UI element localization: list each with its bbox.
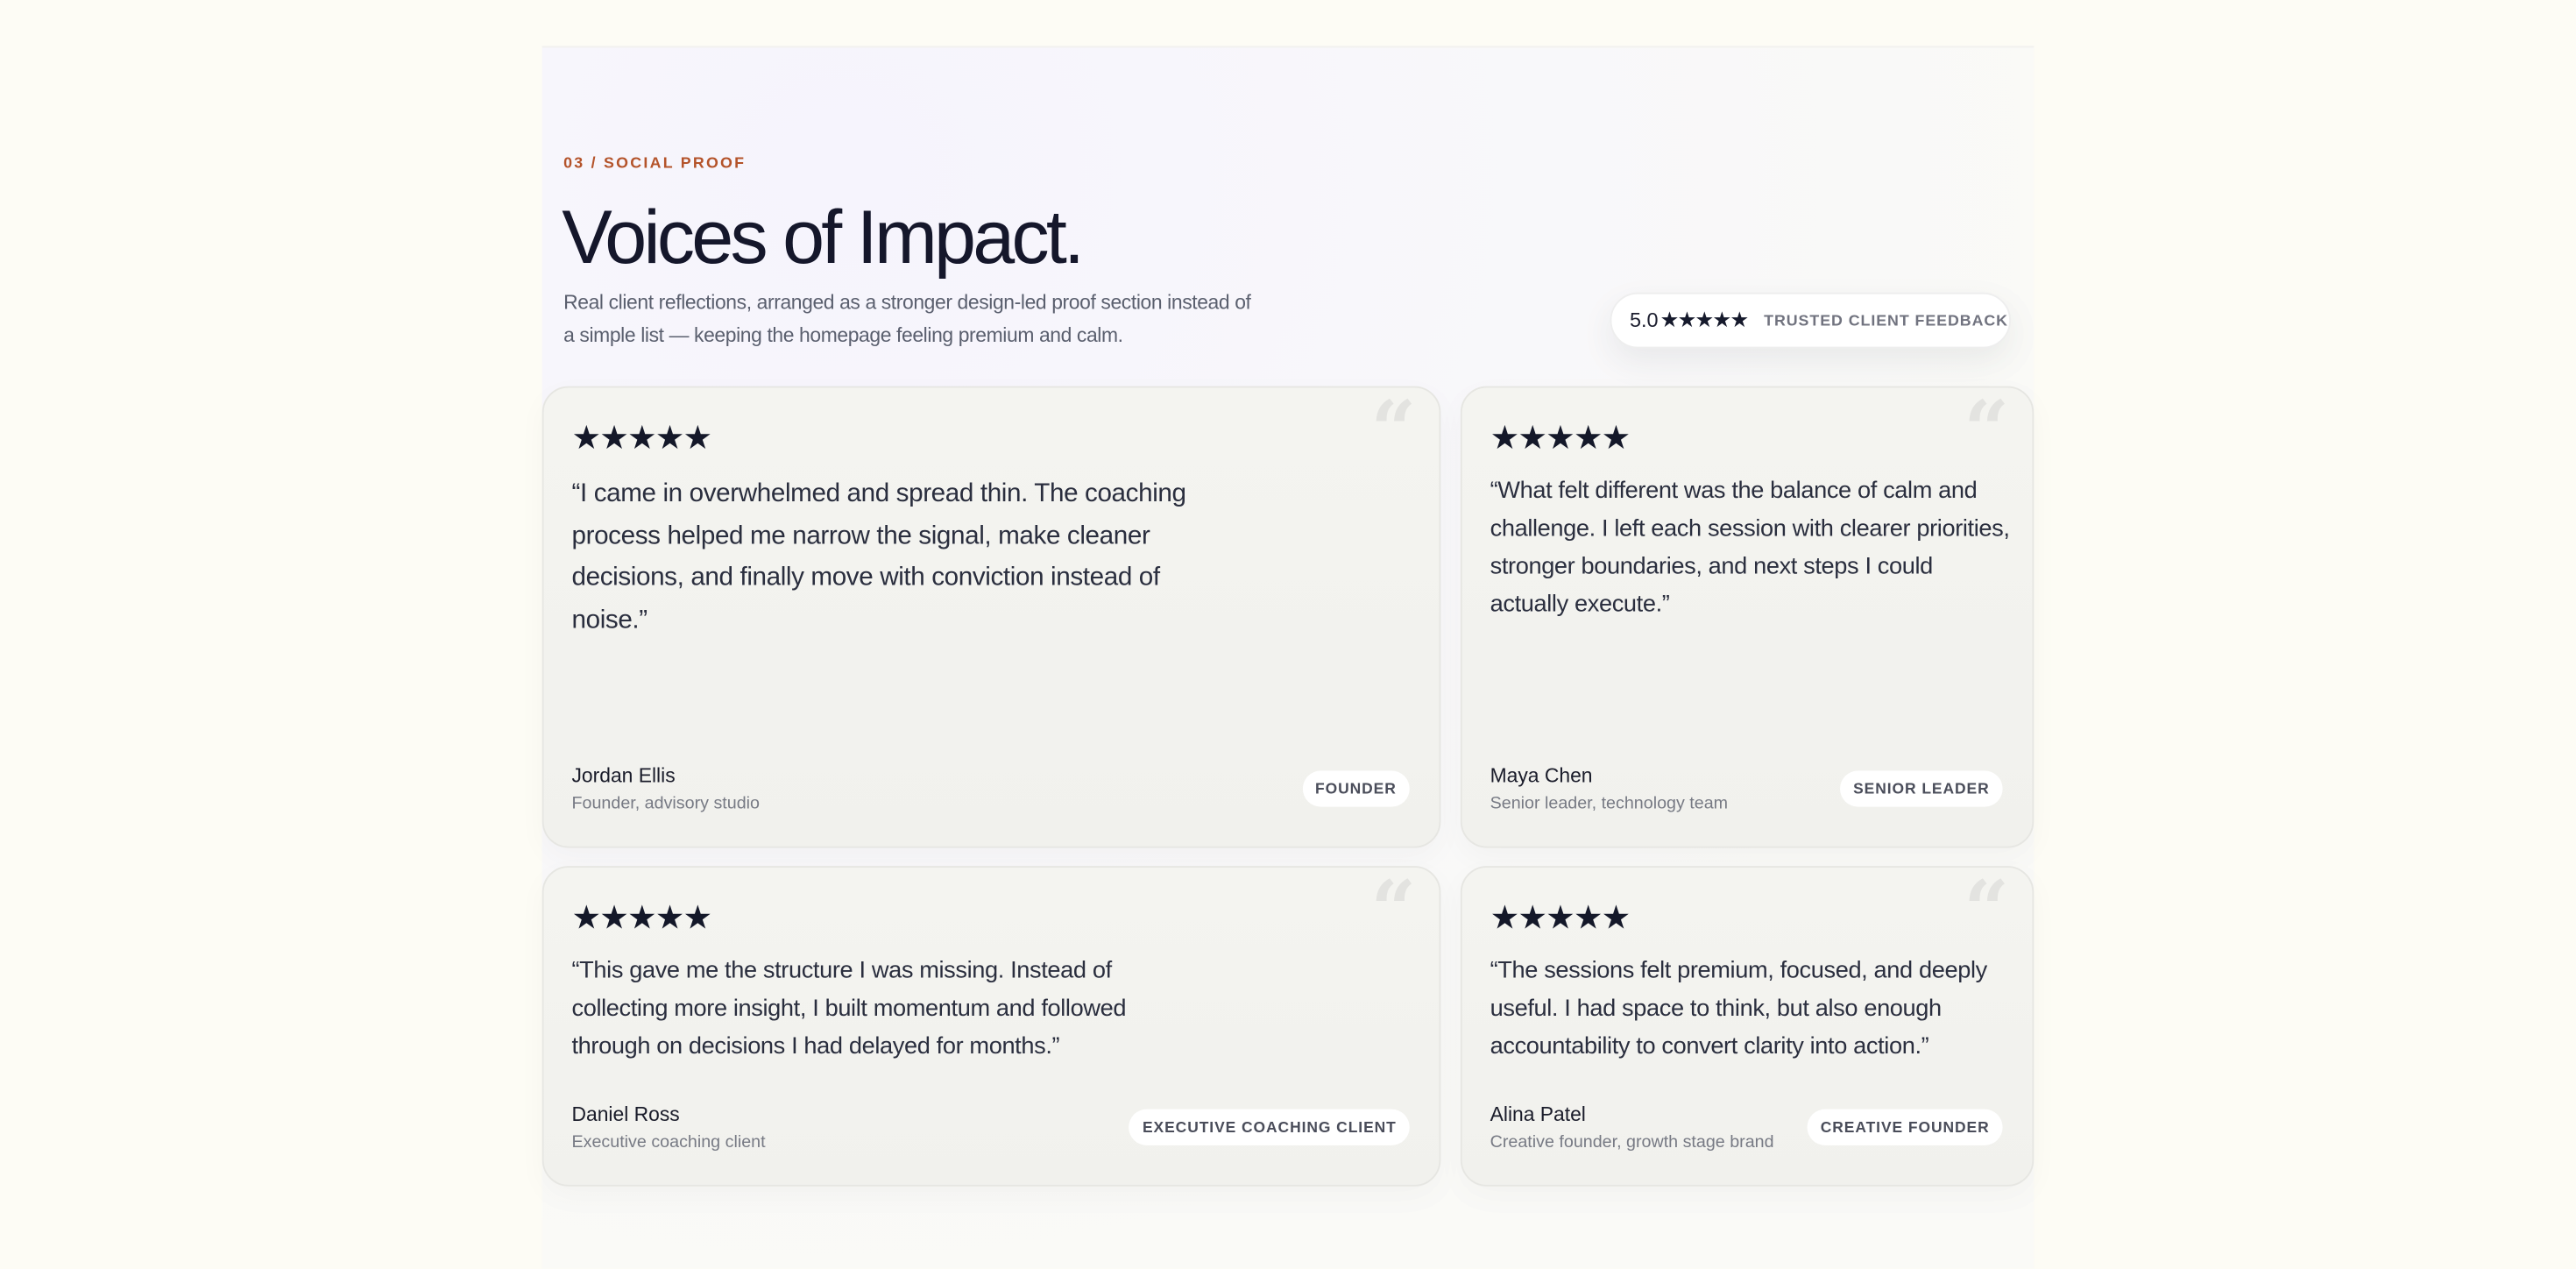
star-rating-icon: ★★★★★ — [1660, 307, 1749, 332]
testimonial-name: Maya Chen — [1490, 763, 1593, 788]
testimonial-tag: FOUNDER — [1301, 770, 1410, 807]
testimonial-role: Founder, advisory studio — [571, 793, 761, 814]
section-title: Voices of Impact. — [562, 194, 1085, 280]
star-rating-icon: ★★★★★ — [1490, 900, 1631, 937]
testimonial-card: ★★★★★ “ “The sessions felt premium, focu… — [1460, 864, 2035, 1187]
star-rating-icon: ★★★★★ — [571, 900, 713, 937]
testimonial-quote: “I came in overwhelmed and spread thin. … — [571, 479, 1186, 634]
quote-mark-icon: “ — [1964, 864, 2010, 957]
rating-badge: 5.0 ★★★★★ TRUSTED CLIENT FEEDBACK — [1610, 292, 2011, 349]
social-proof-section: 03 / SOCIAL PROOF Voices of Impact. Real… — [541, 46, 2035, 1269]
testimonial-tag: EXECUTIVE COACHING CLIENT — [1129, 1109, 1410, 1145]
testimonial-name: Daniel Ross — [571, 1102, 680, 1126]
rating-label: TRUSTED CLIENT FEEDBACK — [1764, 311, 2009, 330]
testimonial-role: Creative founder, growth stage brand — [1490, 1131, 1774, 1152]
section-subtitle: Real client reflections, arranged as a s… — [563, 290, 1251, 347]
testimonial-tag: SENIOR LEADER — [1840, 770, 2003, 807]
testimonial-quote: “The sessions felt premium, focused, and… — [1490, 958, 1988, 1060]
testimonial-role: Executive coaching client — [571, 1131, 766, 1152]
testimonial-card: ★★★★★ “ “I came in overwhelmed and sprea… — [541, 384, 1441, 848]
quote-mark-icon: “ — [1370, 864, 1417, 957]
quote-mark-icon: “ — [1370, 384, 1417, 477]
star-rating-icon: ★★★★★ — [1490, 421, 1631, 457]
testimonial-quote: “This gave me the structure I was missin… — [571, 958, 1127, 1060]
testimonial-name: Jordan Ellis — [571, 763, 676, 788]
testimonial-name: Alina Patel — [1490, 1102, 1586, 1126]
star-rating-icon: ★★★★★ — [571, 421, 713, 457]
testimonial-role: Senior leader, technology team — [1490, 793, 1729, 814]
section-eyebrow: 03 / SOCIAL PROOF — [563, 154, 747, 173]
testimonial-tag: CREATIVE FOUNDER — [1807, 1109, 2003, 1145]
quote-mark-icon: “ — [1964, 384, 2010, 477]
rating-score: 5.0 — [1630, 308, 1659, 332]
testimonial-quote: “What felt different was the balance of … — [1490, 478, 2010, 618]
testimonial-card: ★★★★★ “ “This gave me the structure I wa… — [541, 864, 1441, 1187]
testimonial-card: ★★★★★ “ “What felt different was the bal… — [1460, 384, 2035, 848]
